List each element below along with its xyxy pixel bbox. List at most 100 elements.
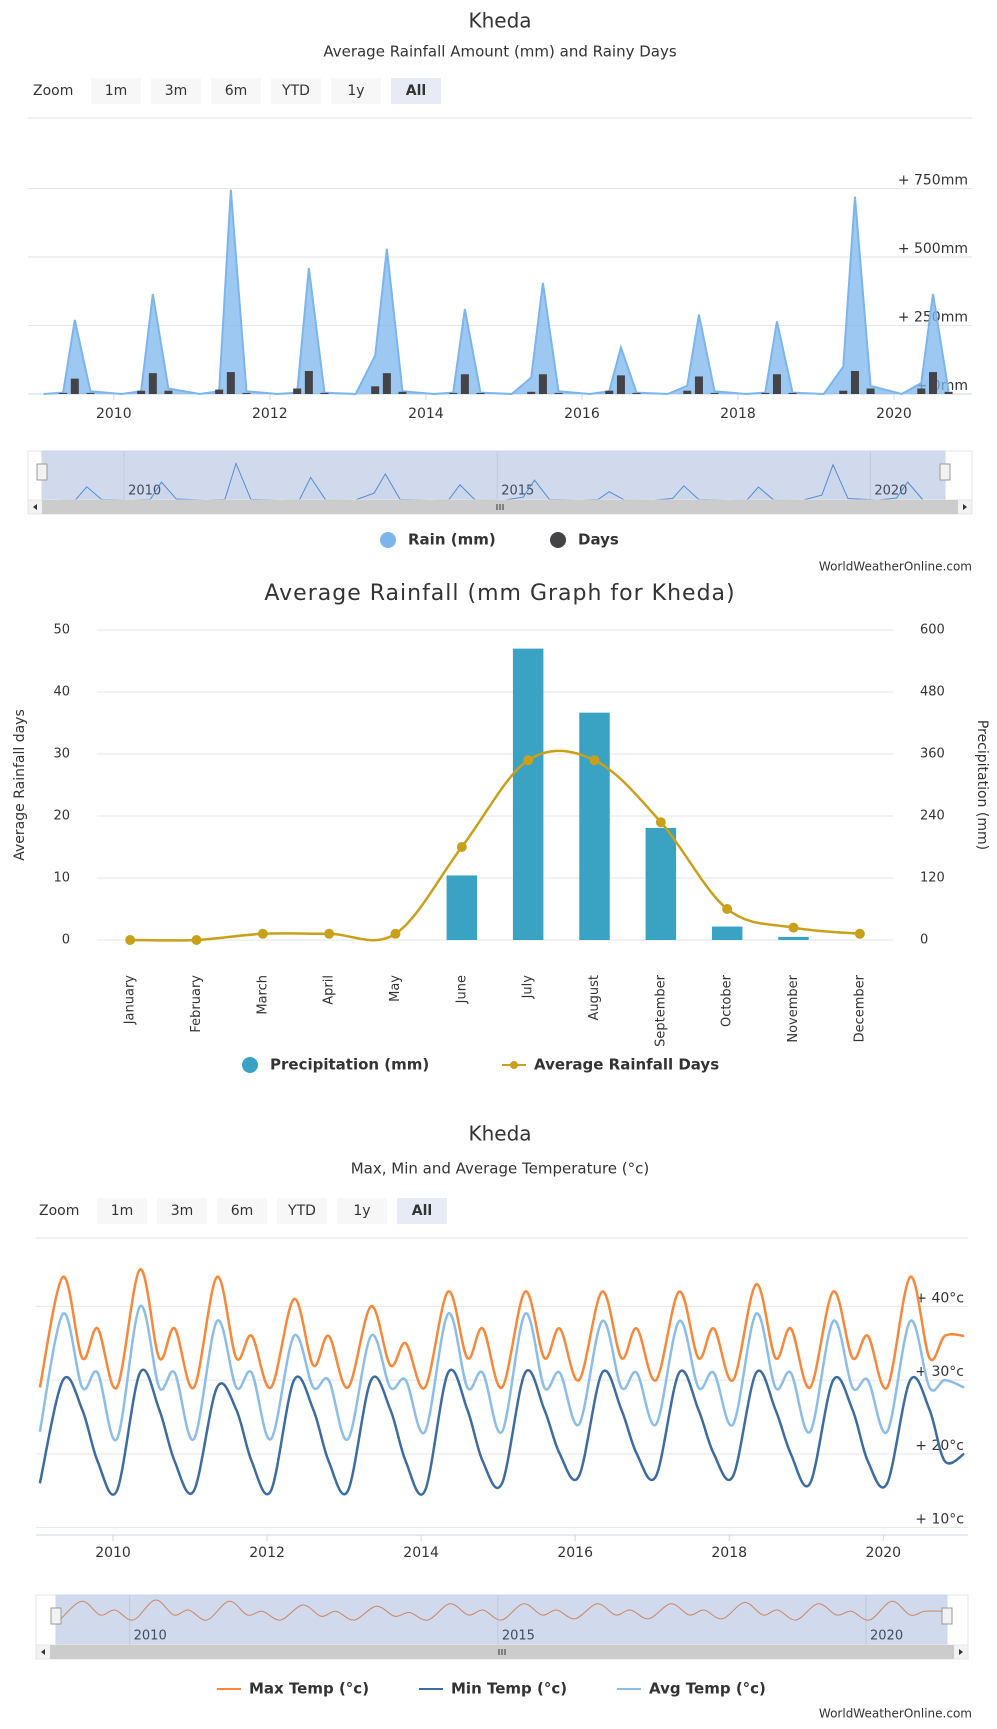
zoom-button-label[interactable]: YTD: [287, 1203, 316, 1219]
column: [382, 373, 391, 394]
navigator-area: [56, 463, 923, 500]
zoom-button-label[interactable]: 1y: [353, 1203, 370, 1219]
chart-title: Kheda: [468, 9, 531, 33]
navigator-handle[interactable]: [941, 1607, 953, 1625]
chart-title: Average Rainfall (mm Graph for Kheda): [264, 581, 735, 606]
navigator-line: [59, 1599, 944, 1621]
zoom-button-label[interactable]: YTD: [281, 83, 310, 99]
y2-tick-label: 600: [920, 623, 945, 638]
line-marker: [390, 928, 401, 939]
zoom-button[interactable]: [391, 78, 441, 104]
x-tick-label: 2020: [865, 1545, 901, 1561]
y-tick-label: + 500mm: [898, 241, 968, 257]
credits: WorldWeatherOnline.com: [819, 560, 972, 574]
column: [293, 388, 302, 394]
y-tick-label: + 10°c: [915, 1512, 964, 1528]
line-marker: [456, 842, 467, 852]
legend-label[interactable]: Avg Temp (°c): [649, 1680, 766, 1698]
line-marker: [854, 928, 865, 939]
x-tick-label: 2014: [408, 406, 444, 422]
column: [460, 374, 469, 394]
y2-tick-label: 480: [920, 685, 945, 700]
column: [538, 374, 547, 394]
zoom-button: [91, 78, 141, 104]
column: [242, 392, 251, 394]
legend-label[interactable]: Max Temp (°c): [249, 1680, 369, 1698]
y2-tick-label: 120: [920, 871, 945, 886]
y2-axis-title: Precipitation (mm): [974, 720, 990, 850]
x-tick-label: 2010: [95, 1545, 131, 1561]
area: [43, 189, 949, 394]
zoom-button[interactable]: [271, 78, 321, 104]
y-tick-label: + 40°c: [915, 1290, 964, 1306]
zoom-button-label[interactable]: All: [406, 83, 426, 99]
bar: [446, 875, 478, 940]
legend-label[interactable]: Rain (mm): [408, 531, 496, 549]
legend-symbol: [550, 532, 566, 548]
legend-symbol: [380, 532, 396, 548]
line: [38, 1368, 965, 1496]
x-tick-label: 2018: [711, 1545, 747, 1561]
navigator-bg: [27, 450, 973, 501]
legend-label[interactable]: Average Rainfall Days: [534, 1056, 719, 1074]
legend-label[interactable]: Days: [578, 531, 619, 549]
column: [59, 392, 68, 394]
x-tick-label: 2020: [876, 406, 912, 422]
zoom-button-label[interactable]: 6m: [225, 83, 248, 99]
bar: [512, 648, 544, 940]
line-marker: [655, 817, 666, 828]
chart-subtitle: Average Rainfall Amount (mm) and Rainy D…: [323, 43, 677, 61]
x-tick-label: March: [255, 975, 270, 1015]
zoom-button[interactable]: [337, 1198, 387, 1224]
scrollbar-grip: [496, 504, 504, 510]
column: [164, 390, 173, 394]
navigator-mask: [55, 1594, 948, 1646]
zoom-button[interactable]: [217, 1198, 267, 1224]
line-marker: [191, 935, 202, 945]
column: [476, 392, 485, 394]
column: [632, 392, 641, 394]
zoom-button[interactable]: [397, 1198, 447, 1224]
legend-label[interactable]: Min Temp (°c): [451, 1680, 567, 1698]
navigator-handle[interactable]: [50, 1607, 62, 1625]
y-tick-label: 10: [53, 871, 70, 886]
zoom-button-label[interactable]: 6m: [231, 1203, 254, 1219]
y2-tick-label: 240: [920, 809, 945, 824]
zoom-button[interactable]: [277, 1198, 327, 1224]
column: [694, 376, 703, 394]
column: [371, 386, 380, 394]
line-marker: [324, 928, 335, 939]
column: [917, 388, 926, 394]
bar: [711, 926, 743, 940]
legend-symbol: [242, 1057, 258, 1073]
navigator-handle[interactable]: [939, 463, 951, 481]
bar: [579, 712, 610, 940]
bar: [778, 936, 809, 940]
column: [86, 392, 95, 394]
line: [130, 749, 860, 942]
x-tick-label: May: [388, 975, 403, 1002]
zoom-label: Zoom: [39, 1203, 79, 1219]
column: [944, 391, 953, 394]
column: [215, 389, 224, 394]
legend-label[interactable]: Precipitation (mm): [270, 1056, 429, 1074]
column: [616, 375, 625, 394]
zoom-button[interactable]: [211, 78, 261, 104]
zoom-button[interactable]: [331, 78, 381, 104]
x-tick-label: February: [189, 975, 204, 1033]
line: [38, 1304, 965, 1442]
column: [866, 388, 875, 394]
zoom-button: [97, 1198, 147, 1224]
zoom-button-label[interactable]: All: [412, 1203, 432, 1219]
x-tick-label: September: [653, 974, 668, 1047]
navigator-handle[interactable]: [36, 463, 48, 481]
zoom-button-label[interactable]: 1y: [347, 83, 364, 99]
x-tick-label: 2014: [403, 1545, 439, 1561]
line-marker: [788, 922, 799, 933]
chart-title: Kheda: [468, 1122, 531, 1146]
line: [38, 1268, 965, 1390]
zoom-button: [157, 1198, 207, 1224]
x-tick-label: April: [322, 975, 337, 1005]
zoom-button: [151, 78, 201, 104]
